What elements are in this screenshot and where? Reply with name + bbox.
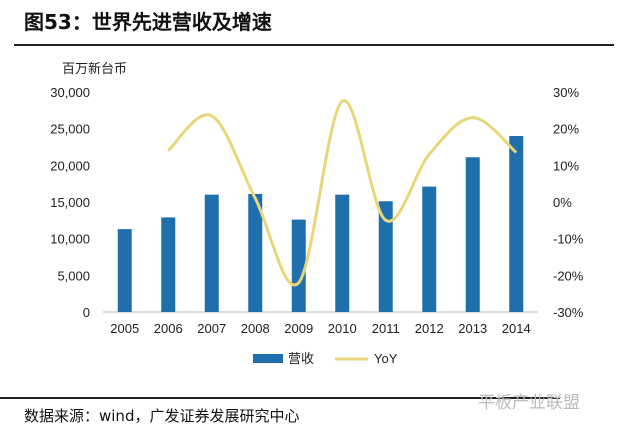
- y2-tick-label: 0%: [553, 195, 572, 210]
- y2-tick-label: -10%: [553, 232, 584, 247]
- legend-label-yoy: YoY: [374, 351, 398, 366]
- x-tick-label: 2012: [415, 321, 444, 336]
- footer-divider: [0, 397, 560, 399]
- yoy-line: [167, 99, 518, 287]
- legend-swatch-revenue: [253, 354, 283, 363]
- bar: [204, 194, 219, 312]
- x-tick-label: 2009: [284, 321, 313, 336]
- bar: [248, 193, 263, 312]
- y-tick-label: 30,000: [50, 85, 90, 100]
- y-tick-label: 15,000: [50, 195, 90, 210]
- source-note: 数据来源：wind，广发证券发展研究中心: [24, 407, 300, 425]
- bar: [378, 201, 393, 312]
- chart-title: 图53：世界先进营收及增速: [24, 10, 272, 34]
- y2-tick-label: -20%: [553, 268, 584, 283]
- y-tick-label: 0: [83, 305, 90, 320]
- x-tick-label: 2014: [502, 321, 531, 336]
- legend-label-revenue: 营收: [288, 351, 314, 366]
- bar: [161, 217, 176, 312]
- y-tick-label: 10,000: [50, 232, 90, 247]
- y-axis-label: 百万新台币: [62, 61, 127, 76]
- x-tick-label: 2013: [458, 321, 487, 336]
- bar: [291, 219, 306, 312]
- title-divider: [14, 44, 614, 46]
- x-tick-label: 2007: [197, 321, 226, 336]
- bar: [465, 157, 480, 312]
- x-tick-label: 2010: [328, 321, 357, 336]
- bar: [422, 186, 437, 312]
- y-tick-label: 20,000: [50, 158, 90, 173]
- x-tick-label: 2006: [154, 321, 183, 336]
- y2-tick-label: 10%: [553, 158, 579, 173]
- y-tick-label: 5,000: [57, 268, 90, 283]
- bar: [509, 136, 524, 312]
- bar: [117, 229, 132, 312]
- y2-tick-label: 30%: [553, 85, 579, 100]
- y2-tick-label: 20%: [553, 122, 579, 137]
- bar: [335, 194, 350, 312]
- x-tick-label: 2005: [110, 321, 139, 336]
- watermark: 平板产业联盟: [478, 393, 580, 413]
- y2-tick-label: -30%: [553, 305, 584, 320]
- x-tick-label: 2008: [241, 321, 270, 336]
- y-tick-label: 25,000: [50, 122, 90, 137]
- x-tick-label: 2011: [372, 321, 400, 336]
